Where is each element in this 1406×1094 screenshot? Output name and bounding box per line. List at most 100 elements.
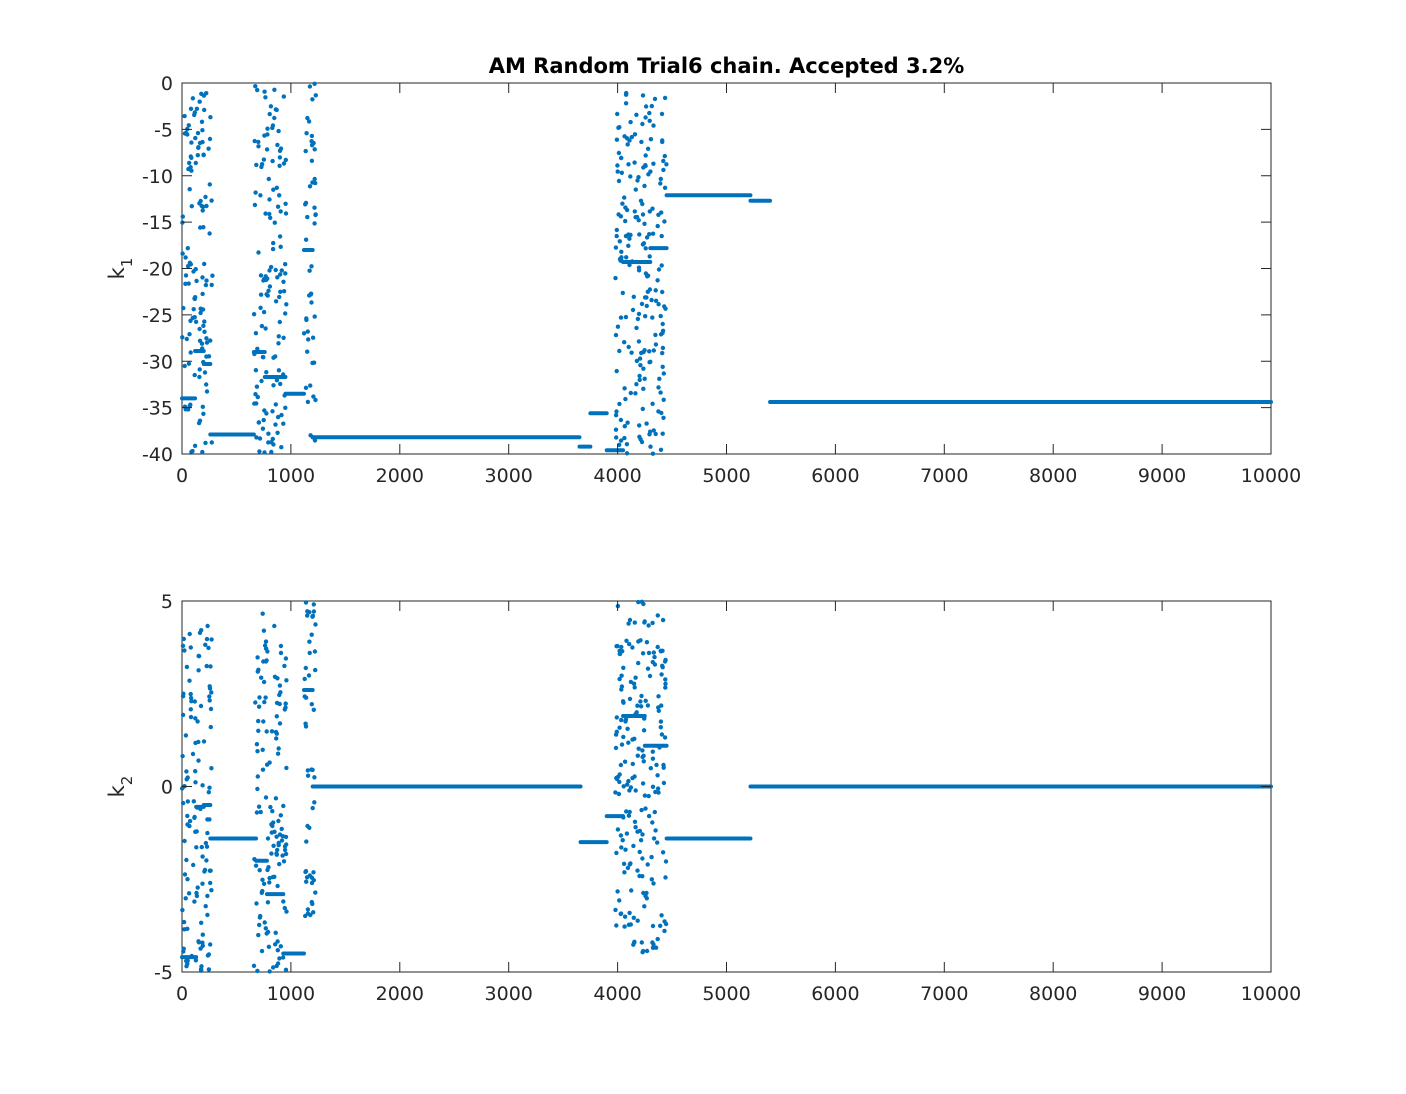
chain-sample (658, 649, 664, 654)
chain-sample (255, 774, 260, 779)
chain-sample (654, 762, 659, 768)
chain-sample (180, 251, 185, 256)
chain-sample (282, 663, 287, 669)
chain-sample (182, 363, 187, 369)
chain-sample (305, 349, 310, 354)
chain-sample (277, 721, 283, 726)
chain-sample (258, 809, 263, 815)
chain-sample (661, 397, 666, 402)
chain-sample (619, 249, 624, 254)
chain-sample (195, 153, 200, 158)
chain-sample (278, 244, 283, 249)
chain-sample (279, 445, 284, 450)
chain-sample (632, 940, 637, 945)
chain-sample (271, 843, 276, 848)
chain-sample (276, 334, 281, 339)
chain-sample (188, 106, 194, 112)
chain-sample (655, 840, 660, 845)
chain-sample (274, 736, 279, 741)
x-tick-label: 6000 (811, 465, 859, 487)
chain-sample (276, 746, 281, 751)
chain-sample (203, 282, 209, 288)
chain-sample (627, 910, 632, 916)
chain-sample (275, 430, 280, 435)
chain-sample (193, 135, 198, 141)
chain-sample (277, 861, 282, 867)
chain-sample (617, 348, 622, 354)
chain-sample (638, 363, 643, 368)
chain-sample (656, 302, 661, 307)
x-tick-label: 6000 (811, 983, 859, 1005)
chain-sample (640, 93, 646, 98)
chain-sample (639, 301, 645, 307)
x-tick-label: 5000 (702, 983, 750, 1005)
chain-sample (626, 344, 631, 350)
chain-sample (309, 899, 314, 905)
chain-sample (205, 912, 210, 918)
chain-sample (313, 212, 318, 217)
chain-sample (281, 335, 286, 340)
chain-sample (277, 148, 283, 153)
chain-sample (264, 370, 269, 375)
chain-sample (252, 351, 257, 357)
chain-sample (268, 104, 274, 109)
chain-sample (615, 324, 621, 329)
x-tick-label: 7000 (920, 465, 968, 487)
chain-sample (257, 922, 262, 928)
chain-sample (307, 639, 312, 644)
chain-sample (305, 768, 310, 773)
chain-sample (187, 678, 192, 683)
chain-sample (641, 366, 646, 371)
chain-sample (180, 214, 185, 219)
chain-sample (653, 342, 659, 347)
x-tick-label: 10000 (1241, 983, 1301, 1005)
chain-sample (270, 823, 275, 829)
chain-sample (210, 273, 215, 278)
chain-sample (650, 401, 655, 406)
chain-sample (204, 636, 210, 642)
chain-sample (207, 868, 213, 873)
chain-sample (275, 142, 280, 148)
chain-sample (283, 967, 289, 972)
chain-sample (653, 288, 658, 293)
chain-sample (637, 423, 642, 428)
chain-sample (653, 298, 659, 303)
chain-sample (209, 637, 214, 642)
chain-sample (619, 170, 624, 175)
chain-sample (275, 961, 281, 966)
chain-sample (282, 707, 287, 712)
chain-sample (275, 847, 280, 853)
chain-sample (185, 246, 190, 251)
chain-sample (649, 877, 654, 882)
chain-sample (661, 762, 666, 768)
chain-sample (663, 681, 668, 686)
chain-sample (284, 678, 289, 683)
chain-sample (626, 813, 632, 818)
chain-sample (311, 870, 316, 875)
chain-sample (307, 268, 312, 273)
chain-sample (264, 658, 269, 663)
chain-sample (626, 162, 631, 167)
chain-sample (618, 762, 624, 768)
chain-sample (628, 119, 633, 125)
chain-sample (256, 139, 261, 145)
chain-sample (192, 112, 197, 118)
chain-sample (655, 936, 660, 942)
chain-sample (261, 679, 267, 685)
chain-sample (279, 826, 284, 832)
chain-sample (653, 945, 659, 950)
chain-sample (190, 448, 195, 454)
chain-sample (644, 303, 649, 309)
chain-sample (284, 302, 289, 307)
chain-sample (310, 335, 316, 340)
chain-sample (651, 348, 656, 353)
chain-sample (627, 696, 633, 702)
chain-sample (633, 788, 638, 793)
chain-sample (267, 111, 272, 117)
chain-sample (637, 373, 642, 379)
chain-sample (281, 372, 286, 377)
chain-sample (189, 140, 194, 145)
chain-sample (638, 699, 643, 704)
chain-sample (264, 292, 269, 297)
chain-sample (181, 691, 186, 696)
